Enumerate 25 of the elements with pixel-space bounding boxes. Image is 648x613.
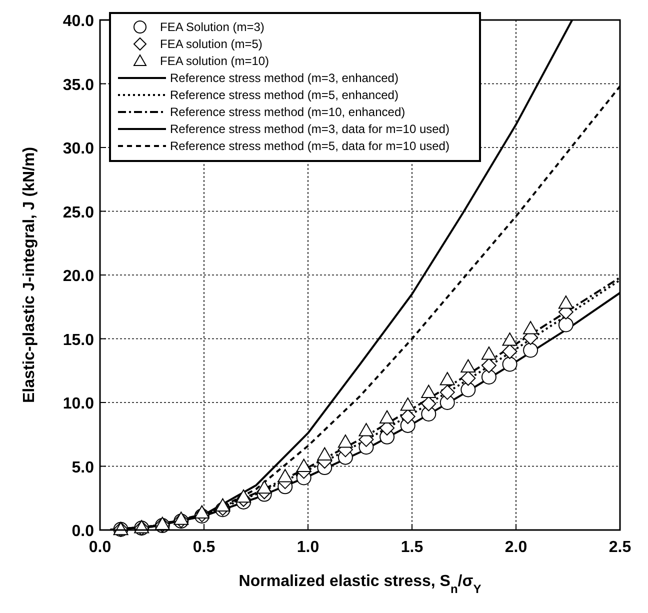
y-axis-title: Elastic-plastic J-integral, J (kN/m) (21, 146, 38, 404)
legend-label: Reference stress method (m=10, enhanced) (170, 105, 406, 119)
y-tick-label: 15.0 (62, 332, 94, 349)
x-axis-title: Normalized elastic stress, S$_{n}$/σ$_{Y}$ (238, 573, 482, 596)
legend-label: Reference stress method (m=5, data for m=10 used) (170, 139, 450, 153)
y-tick-label: 10.0 (62, 396, 94, 412)
y-tick-label: 30.0 (62, 140, 94, 158)
x-tick-label: 2.5 (608, 539, 632, 556)
x-tick-label: 1.0 (296, 539, 320, 556)
legend-label: Reference stress method (m=3, data for m=10 used) (170, 122, 450, 136)
x-tick-label: 0.5 (192, 539, 216, 556)
y-tick-label: 40.0 (62, 13, 94, 30)
y-tick-label: 0.0 (72, 523, 94, 540)
x-tick-label: 1.5 (400, 539, 424, 556)
legend-label: FEA solution (m=10) (160, 54, 270, 68)
legend-label: FEA Solution (m=3) (160, 20, 264, 34)
x-tick-label: 2.0 (504, 539, 528, 556)
y-tick-label: 35.0 (62, 76, 94, 94)
legend-label: Reference stress method (m=3, enhanced) (170, 71, 398, 85)
legend-label: FEA solution (m=5) (160, 37, 262, 51)
y-tick-label: 5.0 (72, 459, 94, 476)
y-tick-label: 25.0 (62, 204, 94, 222)
x-tick-label: 0.0 (88, 539, 112, 556)
y-tick-label: 20.0 (62, 268, 94, 285)
legend-label: Reference stress method (m=5, enhanced) (170, 88, 398, 102)
